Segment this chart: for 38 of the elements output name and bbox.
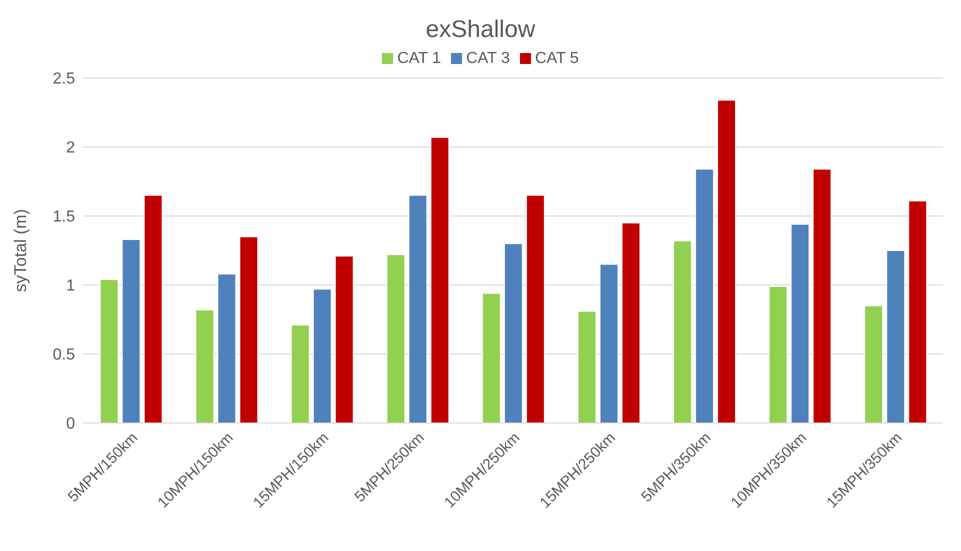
legend-label: CAT 1	[397, 50, 442, 67]
bar	[886, 250, 906, 423]
y-tick-label: 1.5	[52, 208, 76, 226]
bar	[100, 278, 119, 423]
bar	[621, 222, 640, 423]
legend-label: CAT 5	[534, 50, 579, 67]
y-tick-label: 1	[66, 278, 76, 295]
bar	[217, 273, 236, 423]
legend-label: CAT 3	[466, 50, 510, 67]
bar	[239, 236, 258, 423]
bar	[122, 238, 141, 423]
bar	[695, 168, 714, 423]
bar	[504, 243, 523, 423]
bar	[599, 264, 618, 423]
bar	[790, 224, 810, 423]
bar	[577, 310, 596, 423]
bar	[408, 194, 428, 423]
bar	[717, 100, 736, 423]
bar	[195, 309, 214, 423]
bar	[144, 194, 163, 423]
bar	[864, 305, 884, 423]
bar	[312, 288, 332, 423]
bar	[673, 240, 692, 423]
chart-title: exShallow	[424, 15, 536, 45]
bar	[334, 256, 354, 423]
bar	[526, 194, 545, 423]
bar	[290, 324, 310, 423]
bar	[430, 136, 450, 423]
bar	[482, 292, 501, 423]
y-tick-label: 0	[66, 416, 76, 433]
bar	[386, 254, 406, 423]
y-tick-label: 2	[66, 140, 76, 157]
y-tick-label: 0.5	[52, 346, 76, 364]
y-axis-title: syTotal (m)	[11, 208, 30, 292]
bar	[768, 286, 788, 423]
y-tick-label: 2.5	[52, 70, 76, 88]
bar	[908, 200, 928, 423]
bar	[812, 168, 832, 423]
